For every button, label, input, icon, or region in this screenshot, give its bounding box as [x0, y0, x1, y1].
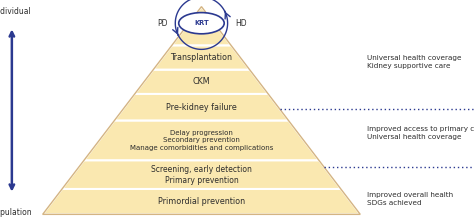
- Text: Pre-kidney failure: Pre-kidney failure: [166, 103, 237, 112]
- Text: Universal health coverage
Kidney supportive care: Universal health coverage Kidney support…: [367, 55, 462, 69]
- Text: Improved overall health
SDGs achieved: Improved overall health SDGs achieved: [367, 192, 454, 206]
- Polygon shape: [114, 94, 289, 120]
- Polygon shape: [135, 70, 268, 94]
- Text: CKM: CKM: [192, 77, 210, 86]
- Polygon shape: [153, 45, 250, 70]
- Polygon shape: [172, 7, 231, 45]
- Text: KRT: KRT: [194, 20, 209, 26]
- Text: Delay progression
Secondary prevention
Manage comorbidities and complications: Delay progression Secondary prevention M…: [130, 130, 273, 151]
- Text: Transplantation: Transplantation: [171, 53, 232, 62]
- Circle shape: [179, 13, 224, 34]
- Text: Individual: Individual: [0, 7, 31, 15]
- Polygon shape: [43, 189, 360, 214]
- Text: Improved access to primary care
Universal health coverage: Improved access to primary care Universa…: [367, 126, 474, 140]
- Polygon shape: [84, 120, 319, 160]
- Text: Population: Population: [0, 208, 32, 217]
- Text: Screening, early detection
Primary prevention: Screening, early detection Primary preve…: [151, 165, 252, 185]
- Polygon shape: [62, 160, 341, 189]
- Text: HD: HD: [236, 19, 247, 28]
- Text: PD: PD: [157, 19, 167, 28]
- Text: Primordial prevention: Primordial prevention: [158, 197, 245, 206]
